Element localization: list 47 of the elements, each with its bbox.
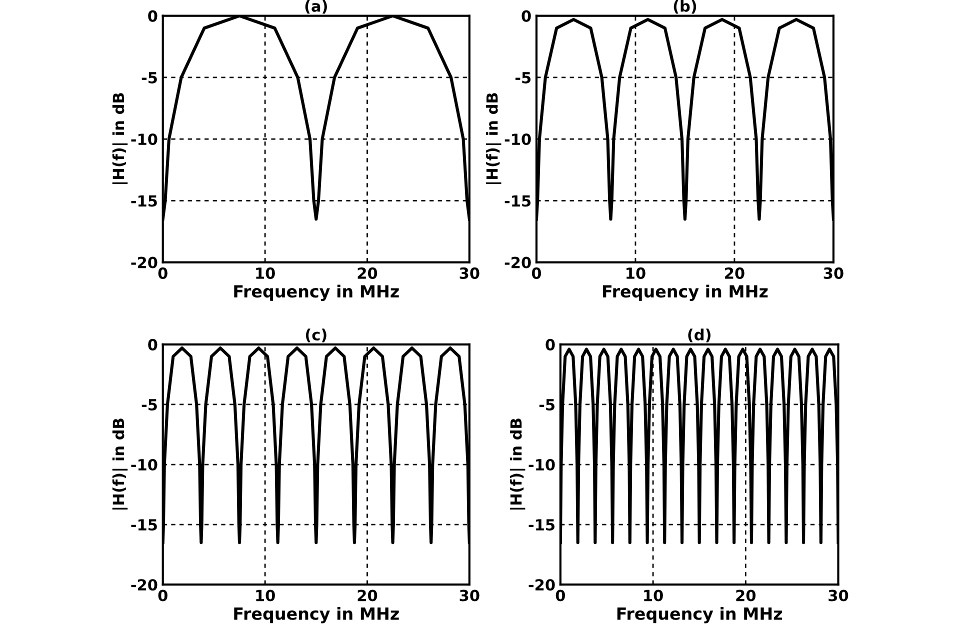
- y-tick-label: -5: [539, 399, 554, 410]
- chart-title: (a): [305, 0, 327, 14]
- x-axis-title: Frequency in MHz: [603, 284, 768, 301]
- y-tick-label: -15: [131, 195, 157, 207]
- y-tick-label: -20: [131, 256, 158, 268]
- x-tick-label: 20: [725, 267, 744, 279]
- y-tick-label: -10: [528, 458, 555, 471]
- x-axis-title: Frequency in MHz: [617, 607, 782, 624]
- y-axis-title: |H(f)| in dB: [112, 93, 128, 184]
- y-tick-label: -20: [528, 579, 555, 591]
- chart-title: (c): [306, 328, 326, 342]
- y-tick-label: 0: [522, 10, 531, 22]
- y-tick-label: -5: [515, 72, 531, 84]
- chart-title: (b): [674, 0, 696, 14]
- y-tick-label: -15: [528, 519, 555, 531]
- y-tick-label: -5: [142, 72, 157, 84]
- y-axis-title: |H(f)| in dB: [486, 93, 502, 184]
- x-tick-label: 20: [358, 267, 378, 279]
- chart-title: (d): [688, 328, 710, 342]
- y-tick-label: 0: [148, 10, 158, 22]
- x-tick-label: 10: [256, 590, 275, 602]
- y-tick-label: -10: [131, 134, 158, 146]
- x-tick-label: 10: [256, 267, 275, 279]
- x-tick-label: 30: [824, 267, 844, 279]
- x-tick-label: 30: [460, 267, 480, 279]
- x-tick-label: 20: [736, 590, 756, 602]
- y-tick-label: -10: [504, 134, 531, 146]
- x-tick-label: 0: [158, 267, 168, 279]
- y-tick-label: -15: [131, 519, 157, 531]
- y-tick-label: -5: [142, 399, 157, 410]
- y-axis-title: |H(f)| in dB: [510, 418, 526, 510]
- x-tick-label: 30: [460, 590, 480, 602]
- x-tick-label: 10: [626, 267, 646, 279]
- x-tick-label: 0: [158, 590, 168, 602]
- y-tick-label: -15: [504, 195, 531, 207]
- y-tick-label: 0: [546, 338, 555, 350]
- y-axis-title: |H(f)| in dB: [112, 418, 128, 510]
- y-tick-label: -10: [131, 458, 158, 471]
- y-tick-label: 0: [148, 338, 158, 350]
- x-axis-title: Frequency in MHz: [234, 284, 399, 301]
- x-tick-label: 30: [828, 590, 848, 602]
- x-tick-label: 20: [358, 590, 378, 602]
- y-tick-label: -20: [504, 256, 531, 268]
- x-tick-label: 0: [556, 590, 566, 602]
- y-tick-label: -20: [131, 579, 158, 591]
- x-tick-label: 10: [644, 590, 663, 602]
- x-axis-title: Frequency in MHz: [234, 607, 399, 624]
